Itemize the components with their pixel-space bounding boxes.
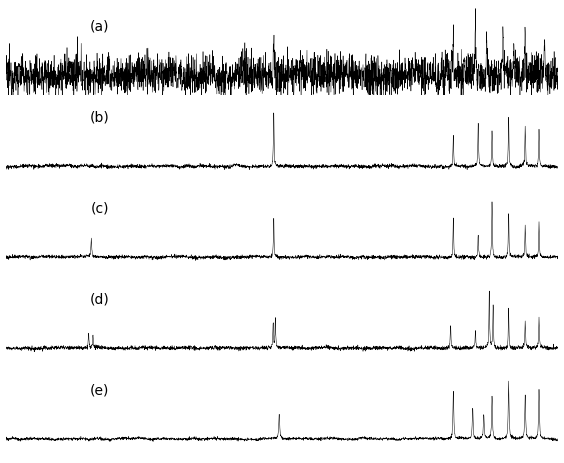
Text: (d): (d) xyxy=(90,292,109,306)
Text: (b): (b) xyxy=(90,110,109,124)
Text: (e): (e) xyxy=(90,382,109,396)
Text: (a): (a) xyxy=(90,19,109,34)
Text: (c): (c) xyxy=(90,201,109,215)
